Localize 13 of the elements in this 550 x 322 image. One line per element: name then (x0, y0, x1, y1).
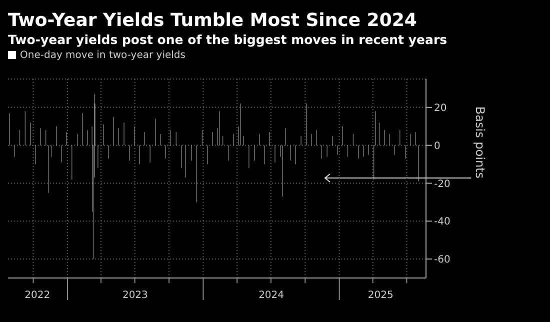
chart-title: Two-Year Yields Tumble Most Since 2024 (8, 10, 418, 32)
x-tick-label: 2025 (368, 290, 394, 301)
chart-subtitle: Two-year yields post one of the biggest moves in recent years (8, 32, 448, 48)
x-tick-label: 2023 (122, 290, 148, 301)
x-tick-label: 2022 (24, 290, 50, 301)
x-tick-label: 2024 (258, 290, 284, 301)
y-tick-label: -60 (434, 254, 450, 266)
y-tick-label: -20 (434, 178, 450, 190)
legend-label: One-day move in two-year yields (20, 50, 186, 61)
y-axis-title: Basis points (472, 106, 487, 178)
y-tick-label: 20 (434, 102, 447, 114)
y-tick-label: -40 (434, 216, 450, 228)
y-tick-label: 0 (434, 140, 440, 152)
